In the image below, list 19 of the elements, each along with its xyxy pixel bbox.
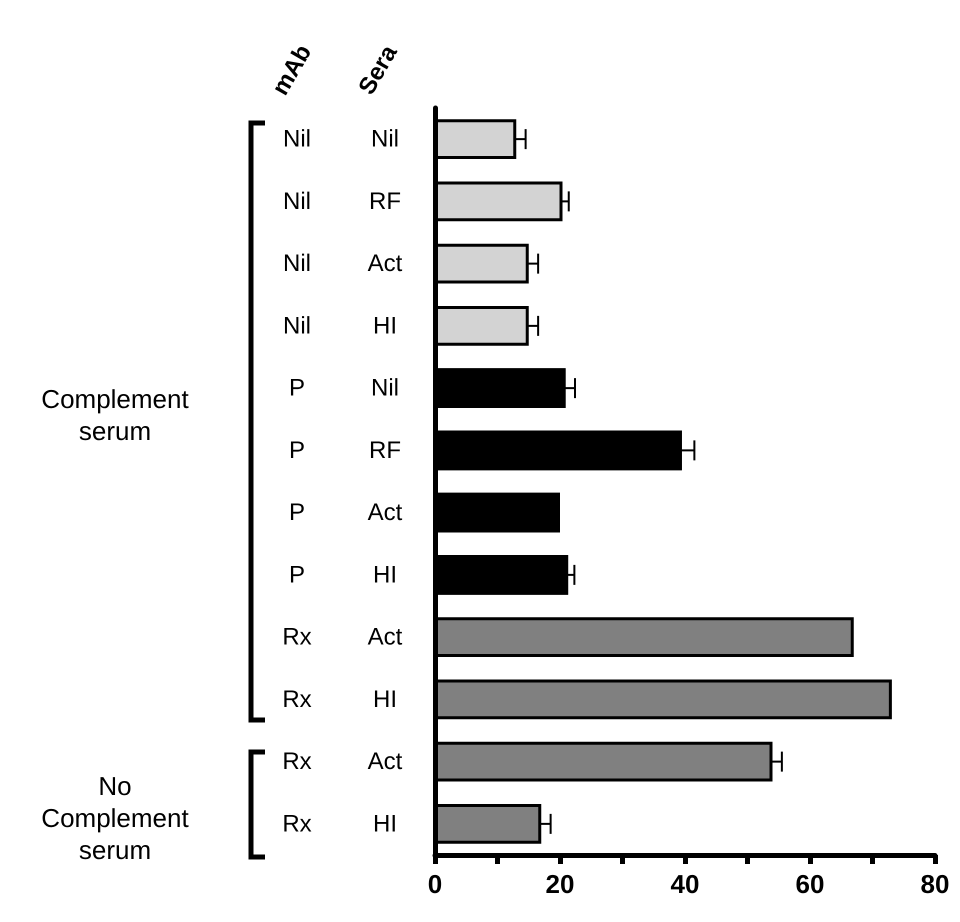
category-label: Rx Act <box>282 624 402 651</box>
category-label: P RF <box>288 436 401 464</box>
category-label: P Nil <box>288 374 399 402</box>
x-tick-label: 40 <box>670 869 700 899</box>
category-label: P HI <box>288 561 397 588</box>
category-label: Nil RF <box>283 188 401 215</box>
x-tick-label: 20 <box>546 869 574 899</box>
category-label: P Act <box>288 499 402 526</box>
x-tick-label: 80 <box>920 869 950 899</box>
category-label: Nil Nil <box>283 126 399 153</box>
category-label: Rx Act <box>282 748 402 776</box>
category-label: Rx HI <box>282 686 397 713</box>
x-tick-label: 0 <box>428 869 442 899</box>
category-label: Rx HI <box>282 810 397 838</box>
x-tick-label: 60 <box>796 869 824 899</box>
category-label: Nil HI <box>283 312 397 340</box>
category-label: Nil Act <box>283 250 402 278</box>
text: No Complement serum <box>41 771 190 865</box>
text: Complement serum <box>41 384 190 446</box>
